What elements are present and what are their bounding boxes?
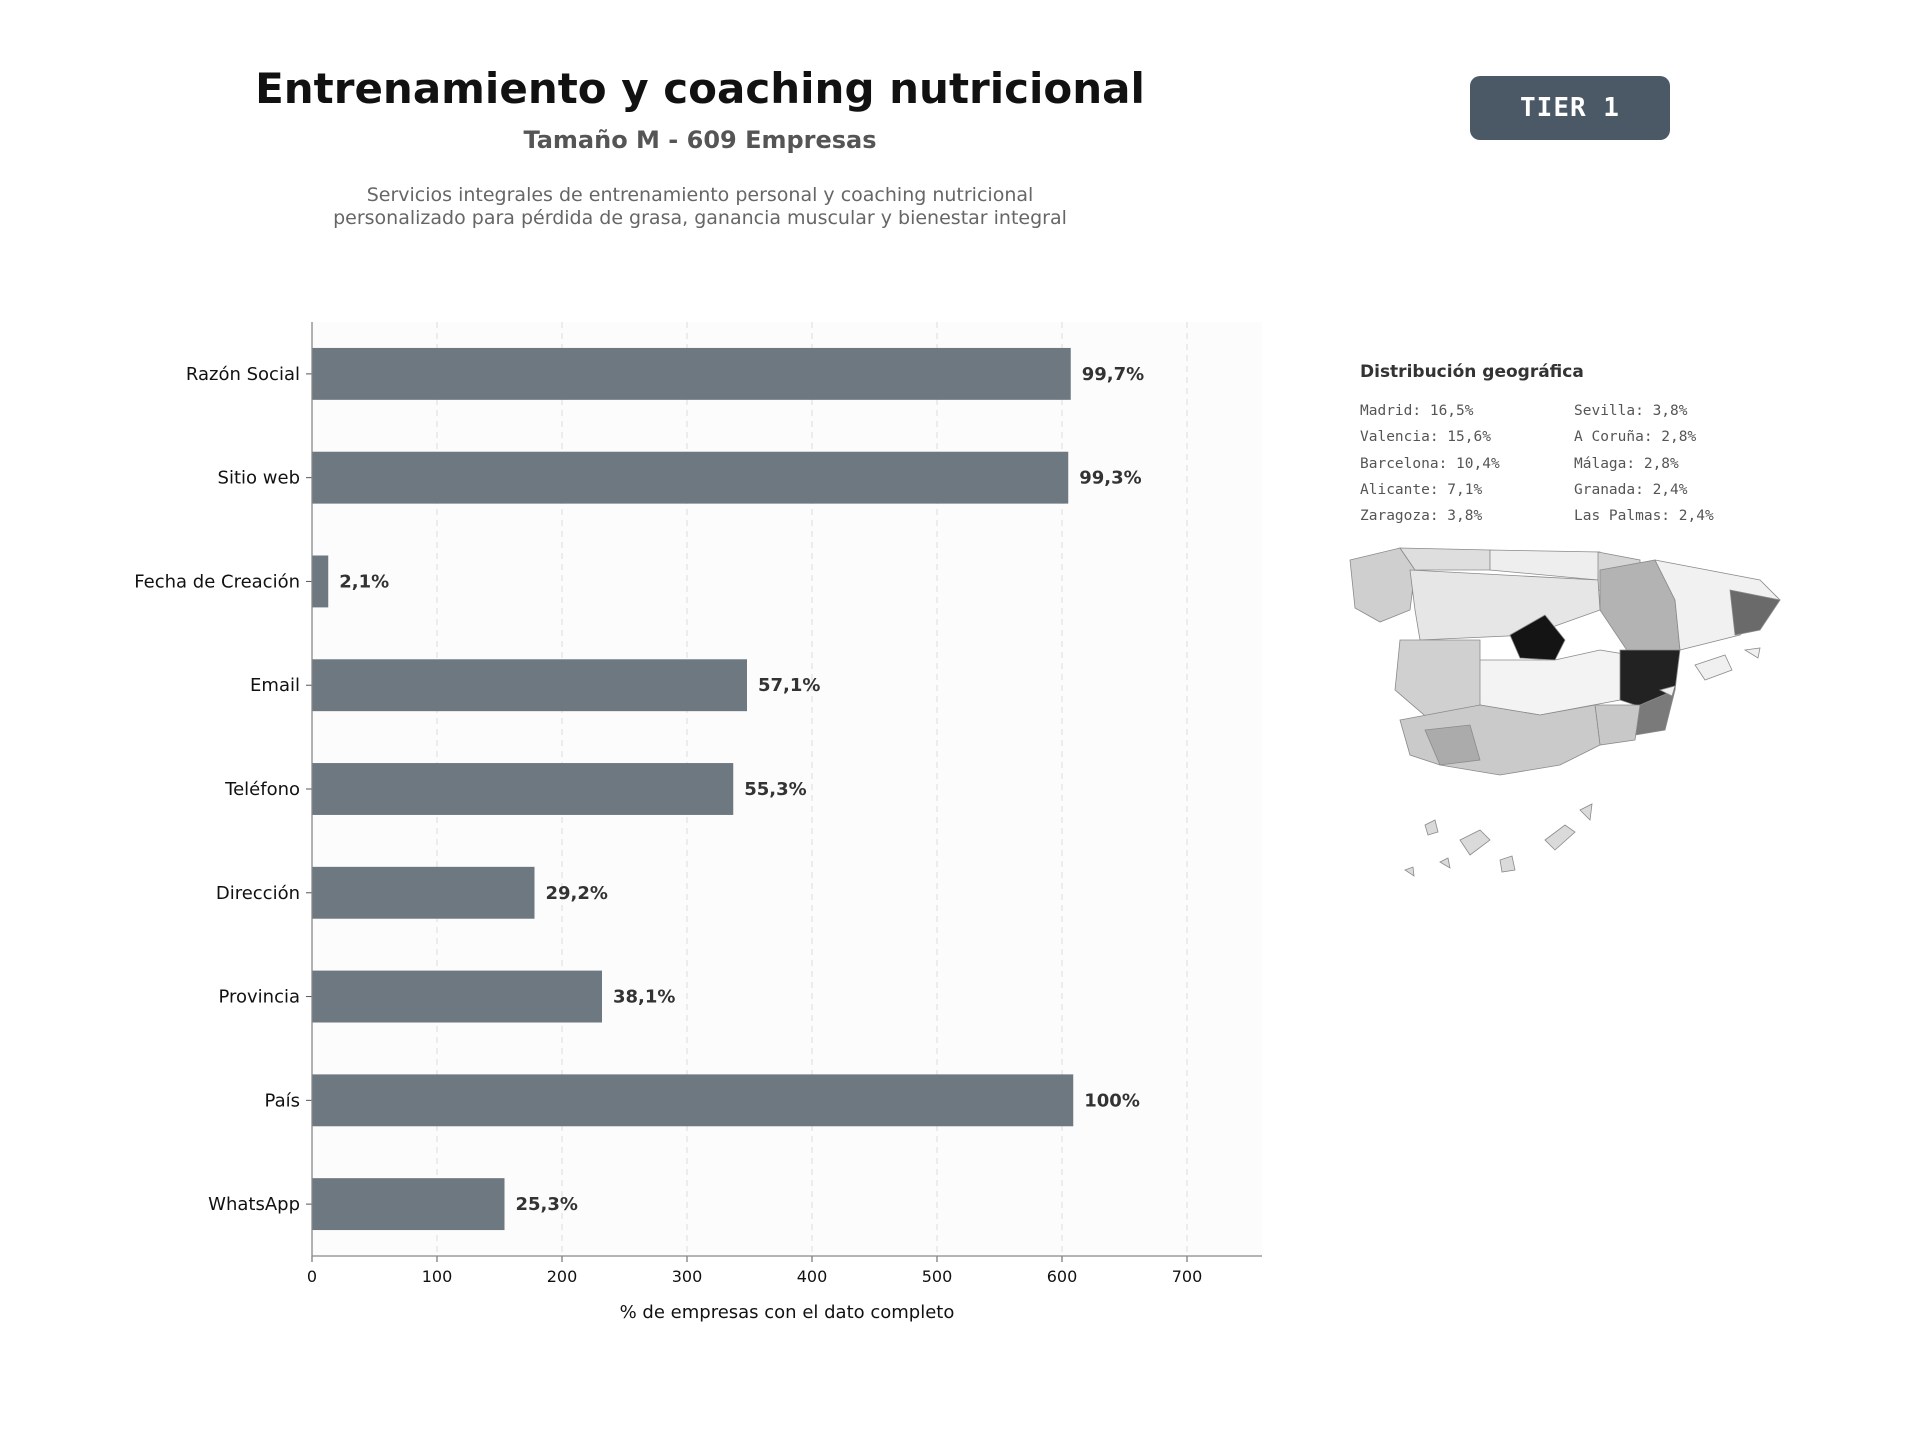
geo-item: Granada: 2,4% [1574,481,1688,498]
region-castilla-leon [1409,569,1601,641]
page-description: Servicios integrales de entrenamiento pe… [333,184,1067,229]
region-catalonia [1654,559,1781,651]
geo-item: Alicante: 7,1% [1360,481,1483,498]
region-galicia [1349,547,1416,623]
page-title: Entrenamiento y coaching nutricional [255,64,1145,113]
geo-item: Valencia: 15,6% [1360,429,1491,446]
geo-item: Zaragoza: 3,8% [1360,508,1483,525]
region-canary-islands [1404,803,1593,877]
tier-badge: TIER 1 [1470,76,1670,140]
y-tick-label: Razón Social [186,364,300,385]
x-tick-label: 100 [422,1267,453,1286]
y-tick-label: País [265,1090,300,1111]
x-tick-label: 200 [547,1267,578,1286]
data-label: 57,1% [758,675,820,696]
y-tick-label: Sitio web [218,468,300,489]
page-subtitle: Tamaño M - 609 Empresas [523,126,877,154]
region-barcelona [1729,589,1781,636]
x-tick-label: 0 [307,1267,317,1286]
region-madrid [1509,614,1566,661]
data-label: 38,1% [613,987,675,1008]
data-label: 2,1% [339,571,389,592]
bar [312,970,602,1023]
data-label: 100% [1084,1090,1140,1111]
geo-list: Madrid: 16,5% Sevilla: 3,8% Valencia: 15… [1360,398,1780,529]
geo-item: Las Palmas: 2,4% [1574,508,1714,525]
geo-title: Distribución geográfica [1360,362,1584,382]
bar [312,1178,505,1231]
geo-item: Madrid: 16,5% [1360,403,1474,419]
bar [312,347,1071,400]
data-label: 99,3% [1079,468,1141,489]
y-tick-label: WhatsApp [208,1194,300,1215]
region-asturias [1399,547,1491,571]
x-tick-label: 400 [797,1267,828,1286]
data-label: 29,2% [546,883,608,904]
geo-item: Sevilla: 3,8% [1574,403,1688,419]
geo-item: Málaga: 2,8% [1574,455,1679,472]
bar [312,1074,1074,1127]
bar [312,451,1069,504]
x-axis-label: % de empresas con el dato completo [620,1302,955,1323]
region-balearics [1658,647,1761,697]
y-tick-label: Email [250,675,300,696]
y-tick-label: Dirección [216,883,300,904]
bar [312,763,734,815]
x-tick-label: 300 [672,1267,703,1286]
region-murcia [1594,704,1641,746]
geo-item: Barcelona: 10,4% [1360,455,1500,472]
bar-chart: 0 100 200 300 400 500 600 700 Razón Social 99,7% S… [134,322,1262,1323]
geo-item: A Coruña: 2,8% [1574,429,1697,446]
y-tick-label: Teléfono [224,779,300,800]
y-tick-label: Fecha de Creación [134,571,300,592]
bar [312,659,747,712]
x-tick-label: 500 [922,1267,953,1286]
spain-choropleth-map [1349,547,1781,877]
bar [312,866,535,919]
region-sevilla [1424,724,1481,766]
x-tick-label: 600 [1047,1267,1078,1286]
data-label: 99,7% [1082,364,1144,385]
data-label: 55,3% [744,779,806,800]
data-label: 25,3% [516,1194,578,1215]
x-tick-label: 700 [1172,1267,1203,1286]
bar [312,555,329,608]
y-tick-label: Provincia [218,987,300,1008]
